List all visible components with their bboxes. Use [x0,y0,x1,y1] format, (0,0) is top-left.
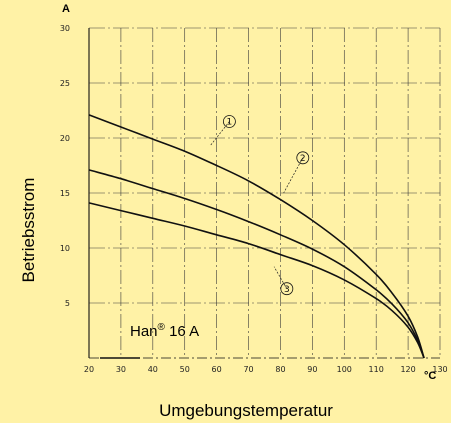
x-tick-label-120: 120 [400,365,415,374]
series-marker-number-2: 2 [300,154,306,164]
x-tick-labels: 20 30 40 50 60 70 80 90 100 110 120 130 [84,365,448,374]
series-marker-leader-1 [209,121,230,146]
x-tick-label-50: 50 [180,365,190,374]
x-tick-label-60: 60 [212,365,222,374]
grid [88,27,441,358]
registered-mark: ® [158,322,166,333]
y-tick-label-30: 30 [60,24,70,33]
series-marker-circle-3 [280,282,294,296]
series-marker-circle-1 [222,115,236,128]
series-line-1 [88,114,425,359]
x-tick-label-30: 30 [116,365,126,374]
y-unit-label: A [62,3,70,15]
x-axis-title: Umgebungstemperatur [159,401,333,420]
y-tick-label-10: 10 [60,244,70,253]
x-tick-label-90: 90 [307,365,317,374]
series-line-2 [88,169,425,359]
y-tick-label-15: 15 [60,189,70,198]
x-tick-label-110: 110 [369,365,384,374]
series-marker-number-3: 3 [284,285,290,295]
series-marker-leader-2 [283,157,304,194]
x-tick-label-70: 70 [243,365,253,374]
series-lines [88,114,425,359]
y-tick-label-5: 5 [65,299,70,308]
y-axis-title: Betriebsstrom [19,178,38,283]
x-tick-label-20: 20 [84,365,94,374]
series-marker-leader-3 [273,266,288,289]
y-tick-label-25: 25 [60,79,70,88]
series-markers: 1 2 3 [209,115,310,296]
product-label-suffix: 16 A [165,323,199,340]
product-label-prefix: Han [130,323,158,340]
series-marker-circle-2 [296,151,310,165]
x-tick-label-130: 130 [432,365,447,374]
series-marker-number-1: 1 [227,118,233,128]
series-line-3 [88,202,425,359]
x-tick-label-80: 80 [275,365,285,374]
y-tick-label-20: 20 [60,134,70,143]
x-unit-label: °C [424,370,436,382]
axes [88,28,440,359]
y-tick-labels: 5 10 15 20 25 30 [60,24,70,308]
x-tick-label-40: 40 [148,365,158,374]
x-tick-label-100: 100 [337,365,352,374]
product-label: Han® 16 A [130,322,199,340]
